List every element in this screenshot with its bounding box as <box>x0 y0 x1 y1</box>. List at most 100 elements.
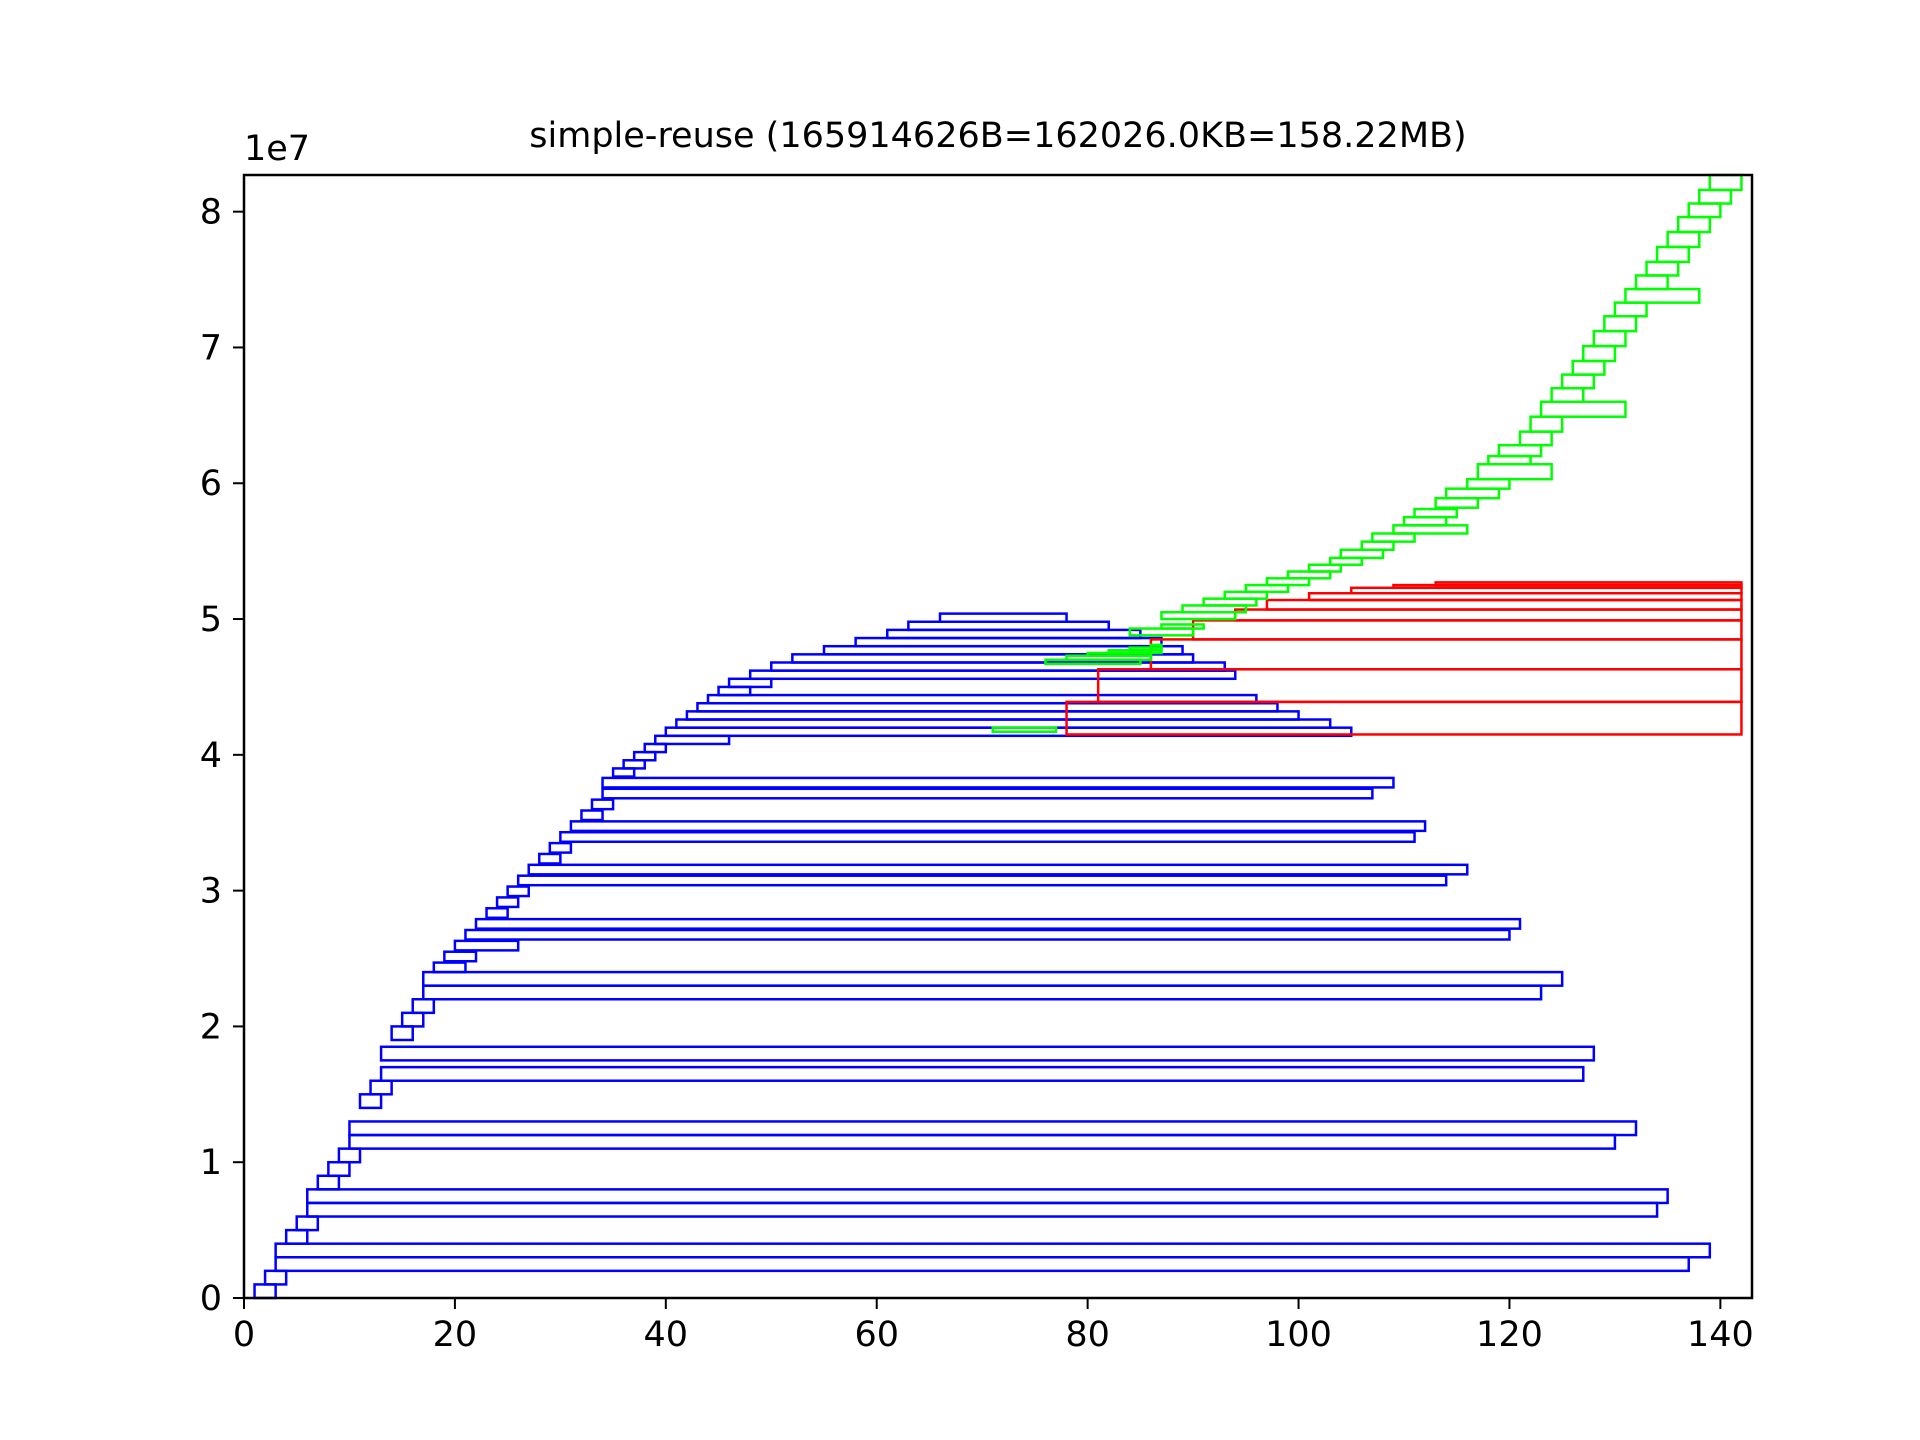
blue-block <box>601 776 1395 789</box>
y-tick-label: 6 <box>200 464 222 504</box>
green-block <box>1149 643 1163 649</box>
blue-block <box>432 961 467 974</box>
blue-block <box>527 863 1469 876</box>
x-tick-label: 0 <box>233 1315 255 1355</box>
y-tick-label: 7 <box>200 328 222 368</box>
blue-block <box>348 1120 1638 1137</box>
red-block <box>1234 608 1743 622</box>
red-block <box>1191 619 1743 641</box>
green-block <box>1666 230 1701 249</box>
x-tick-label: 60 <box>854 1315 899 1355</box>
y-tick-label: 0 <box>200 1279 222 1319</box>
blue-block <box>474 917 1522 930</box>
y-tick-label: 1 <box>200 1143 222 1183</box>
blue-block <box>485 907 509 920</box>
green-block <box>1529 415 1564 433</box>
chart-title: simple-reuse (165914626B=162026.0KB=158.… <box>529 116 1466 156</box>
blue-block <box>358 1093 383 1110</box>
y-tick-label: 2 <box>200 1007 222 1047</box>
green-block <box>1582 344 1617 363</box>
blue-block <box>306 1201 1659 1218</box>
blue-block <box>263 1269 288 1286</box>
red-block <box>1096 668 1743 704</box>
blue-block <box>580 809 604 822</box>
green-block <box>1603 314 1638 333</box>
blue-block <box>316 1174 341 1191</box>
blue-block <box>253 1283 277 1300</box>
blue-block <box>327 1160 351 1178</box>
green-block <box>1307 563 1342 573</box>
green-block <box>1655 245 1690 264</box>
blue-block <box>411 998 436 1015</box>
y-axis-offset-label: 1e7 <box>244 129 310 169</box>
bars-layer <box>253 173 1743 1300</box>
y-tick-label: 8 <box>200 193 222 233</box>
blue-block <box>538 852 562 865</box>
green-block <box>1476 462 1553 481</box>
y-tick-label: 3 <box>200 872 222 912</box>
y-tick-label: 5 <box>200 600 222 640</box>
blue-block <box>706 693 1258 705</box>
blue-block <box>274 1256 1690 1273</box>
red-block <box>1149 638 1743 671</box>
blue-block <box>379 1045 1596 1062</box>
green-block <box>1444 487 1501 500</box>
blue-block <box>369 1079 393 1096</box>
green-block <box>1571 359 1606 376</box>
blue-block <box>938 612 1068 624</box>
blue-block <box>337 1147 362 1164</box>
red-block <box>1265 598 1743 611</box>
green-block <box>1645 260 1680 277</box>
blue-block <box>284 1228 309 1245</box>
blue-block <box>548 841 573 854</box>
blue-block <box>443 950 478 963</box>
x-tick-label: 80 <box>1065 1315 1110 1355</box>
green-block <box>1497 443 1543 458</box>
red-block <box>1065 700 1743 736</box>
x-tick-label: 40 <box>644 1315 689 1355</box>
x-tick-label: 100 <box>1265 1315 1332 1355</box>
blue-block <box>569 820 1427 833</box>
blue-block <box>495 896 520 909</box>
x-tick-label: 20 <box>433 1315 478 1355</box>
green-block <box>991 726 1058 733</box>
red-block <box>1434 581 1743 587</box>
blue-block <box>590 798 615 811</box>
blue-block <box>390 1025 414 1042</box>
plot-frame <box>242 173 1754 1300</box>
green-block <box>1466 477 1511 490</box>
blue-block <box>274 1242 1712 1259</box>
axes-layer: 0 20 40 60 80 100 120 140 0 1 2 3 4 5 6 7 8 <box>200 173 1754 1355</box>
green-block <box>1676 215 1712 234</box>
x-tick-label: 120 <box>1476 1315 1543 1355</box>
green-block <box>1708 173 1743 192</box>
blue-block <box>422 984 1543 1001</box>
blue-block <box>453 939 520 952</box>
green-block <box>1160 623 1205 630</box>
blue-block <box>506 885 530 898</box>
blue-block <box>306 1188 1669 1205</box>
green-block <box>1413 507 1458 519</box>
green-block <box>1128 646 1163 652</box>
blue-block <box>422 970 1564 987</box>
green-block <box>1550 386 1585 404</box>
green-block <box>1613 301 1648 318</box>
green-block <box>1634 274 1669 291</box>
green-block <box>1624 287 1701 304</box>
blue-block <box>516 874 1448 887</box>
green-block <box>1698 188 1733 205</box>
blue-block <box>559 830 1416 843</box>
blue-block <box>601 787 1374 800</box>
green-block <box>1434 496 1480 509</box>
green-block <box>1539 400 1627 418</box>
green-block <box>1687 202 1722 219</box>
blue-block <box>295 1215 320 1232</box>
x-tick-label: 140 <box>1687 1315 1754 1355</box>
blue-block <box>348 1133 1617 1150</box>
green-block <box>1592 329 1627 348</box>
blue-block <box>464 928 1511 941</box>
blue-block <box>400 1011 425 1028</box>
green-block <box>1518 430 1553 447</box>
green-block <box>1560 373 1596 390</box>
